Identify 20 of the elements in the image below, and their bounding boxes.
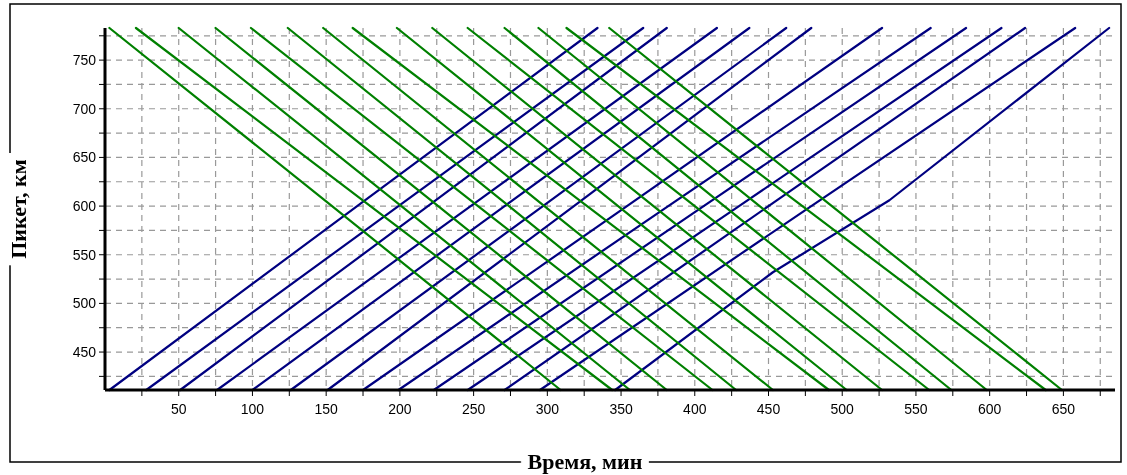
x-tick-label: 400 xyxy=(683,401,707,417)
y-tick-label: 600 xyxy=(72,197,97,214)
x-tick-label: 500 xyxy=(830,401,855,417)
x-tick-label: 200 xyxy=(388,401,412,417)
x-tick-label: 450 xyxy=(756,401,781,417)
x-tick-label: 250 xyxy=(461,401,486,417)
y-tick-label: 650 xyxy=(72,149,97,166)
x-tick-label: 100 xyxy=(240,401,265,417)
x-tick-label: 150 xyxy=(314,401,339,417)
x-tick-label: 50 xyxy=(170,401,187,417)
x-tick-label: 300 xyxy=(535,401,560,417)
x-tick-label: 600 xyxy=(977,401,1002,417)
x-tick-label: 550 xyxy=(904,401,928,417)
x-tick-label: 650 xyxy=(1051,401,1076,417)
y-tick-label: 500 xyxy=(72,295,97,312)
y-tick-label: 550 xyxy=(72,246,97,263)
x-tick-label: 350 xyxy=(609,401,633,417)
y-tick-label: 700 xyxy=(72,100,97,117)
y-tick-label: 450 xyxy=(72,343,97,360)
y-tick-label: 750 xyxy=(72,52,97,69)
